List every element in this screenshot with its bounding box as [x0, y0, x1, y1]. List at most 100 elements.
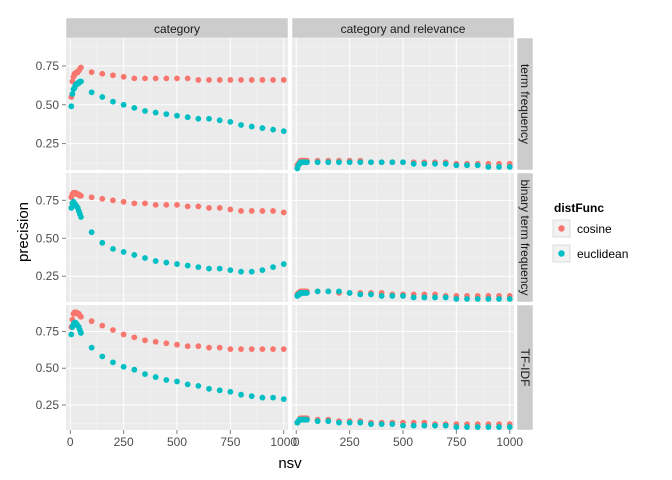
- data-point-cosine: [142, 337, 148, 344]
- data-point-cosine: [280, 77, 287, 83]
- data-point-euclidean: [131, 104, 138, 111]
- legend-dot-euclidean: [558, 250, 565, 257]
- data-point-euclidean: [314, 288, 321, 295]
- facet-strip-background: [516, 172, 534, 303]
- data-point-euclidean: [400, 422, 406, 429]
- data-point-cosine: [99, 195, 106, 202]
- data-point-cosine: [78, 64, 84, 71]
- data-point-euclidean: [152, 374, 159, 380]
- data-point-euclidean: [314, 418, 321, 425]
- y-tick-label: 0.75: [36, 59, 60, 73]
- data-point-euclidean: [280, 261, 287, 267]
- x-tick-label: 250: [340, 435, 360, 449]
- facet-strip-category: category: [65, 17, 289, 39]
- x-tick-label: 1000: [496, 435, 523, 449]
- data-point-cosine: [270, 208, 276, 214]
- data-point-euclidean: [99, 239, 106, 246]
- data-point-euclidean: [485, 424, 492, 430]
- data-point-euclidean: [325, 288, 332, 295]
- data-point-cosine: [216, 77, 223, 83]
- data-point-euclidean: [325, 159, 332, 166]
- y-tick-label: 0.25: [36, 269, 60, 283]
- data-point-cosine: [174, 341, 180, 348]
- data-point-euclidean: [110, 245, 116, 252]
- data-point-euclidean: [506, 424, 513, 430]
- data-point-euclidean: [238, 391, 244, 398]
- panel-term-frequency-category: [66, 38, 288, 170]
- data-point-cosine: [248, 77, 255, 83]
- data-point-euclidean: [227, 118, 234, 125]
- facet-strip-label: category and relevance: [341, 22, 466, 36]
- data-point-euclidean: [496, 163, 502, 170]
- data-point-euclidean: [442, 422, 449, 429]
- data-point-cosine: [88, 69, 95, 76]
- data-point-euclidean: [206, 115, 212, 122]
- data-point-cosine: [120, 331, 127, 338]
- facet-strip-background: [65, 17, 289, 39]
- data-point-euclidean: [474, 424, 481, 430]
- data-point-euclidean: [110, 98, 116, 105]
- data-point-euclidean: [206, 265, 212, 272]
- data-point-cosine: [195, 77, 202, 83]
- data-point-euclidean: [485, 163, 492, 170]
- data-point-euclidean: [174, 112, 180, 119]
- data-point-euclidean: [368, 421, 374, 428]
- data-point-cosine: [206, 344, 212, 351]
- facet-strip-binary-term-frequency: binary term frequency: [516, 172, 534, 303]
- data-point-euclidean: [378, 421, 385, 428]
- data-point-cosine: [184, 343, 191, 350]
- data-point-cosine: [195, 343, 202, 350]
- data-point-cosine: [78, 313, 84, 320]
- data-point-euclidean: [270, 126, 276, 133]
- data-point-euclidean: [410, 422, 417, 429]
- legend-label-cosine: cosine: [577, 222, 612, 236]
- data-point-euclidean: [99, 94, 106, 100]
- data-point-euclidean: [304, 159, 310, 166]
- panel-binary-term-frequency-category: [66, 173, 288, 302]
- data-point-euclidean: [227, 388, 234, 395]
- data-point-euclidean: [238, 268, 244, 275]
- data-point-euclidean: [195, 382, 202, 389]
- data-point-euclidean: [336, 288, 342, 295]
- data-point-cosine: [259, 346, 266, 353]
- data-point-euclidean: [314, 159, 321, 166]
- data-point-euclidean: [453, 296, 460, 302]
- data-point-cosine: [110, 72, 116, 79]
- data-point-euclidean: [464, 424, 470, 430]
- data-point-euclidean: [421, 160, 428, 167]
- x-tick-label: 0: [67, 435, 74, 449]
- data-point-euclidean: [163, 259, 170, 266]
- legend-label-euclidean: euclidean: [577, 247, 628, 261]
- data-point-euclidean: [152, 258, 159, 264]
- data-point-cosine: [88, 318, 95, 325]
- data-point-euclidean: [368, 291, 374, 298]
- data-point-cosine: [142, 200, 148, 207]
- data-point-euclidean: [496, 424, 502, 430]
- data-point-cosine: [152, 338, 159, 345]
- data-point-euclidean: [432, 422, 438, 429]
- data-points: [68, 64, 513, 430]
- data-point-euclidean: [368, 159, 374, 166]
- data-point-euclidean: [216, 387, 223, 394]
- data-point-euclidean: [357, 159, 364, 166]
- facet-strip-label: term frequency: [518, 64, 532, 144]
- data-point-euclidean: [346, 159, 353, 166]
- axis-ticks: 0.25 0.50 0.75 0.25 0.50 0.75 0.25 0.50 0.75 0 250…: [36, 59, 524, 449]
- data-point-euclidean: [131, 252, 138, 258]
- data-point-cosine: [238, 346, 244, 353]
- data-point-euclidean: [336, 159, 342, 166]
- data-point-euclidean: [357, 419, 364, 426]
- data-point-euclidean: [142, 255, 148, 261]
- y-tick-label: 0.25: [36, 137, 60, 151]
- data-point-euclidean: [120, 101, 127, 108]
- data-point-euclidean: [174, 378, 180, 385]
- facet-strips: category category and relevance term frequ…: [65, 17, 534, 431]
- data-point-euclidean: [474, 296, 481, 302]
- data-point-cosine: [152, 75, 159, 82]
- panel-binary-term-frequency-category-and-relevance: [292, 173, 514, 302]
- legend-dot-cosine: [558, 225, 565, 232]
- data-point-euclidean: [378, 293, 385, 299]
- data-point-euclidean: [88, 89, 95, 96]
- data-point-cosine: [216, 205, 223, 211]
